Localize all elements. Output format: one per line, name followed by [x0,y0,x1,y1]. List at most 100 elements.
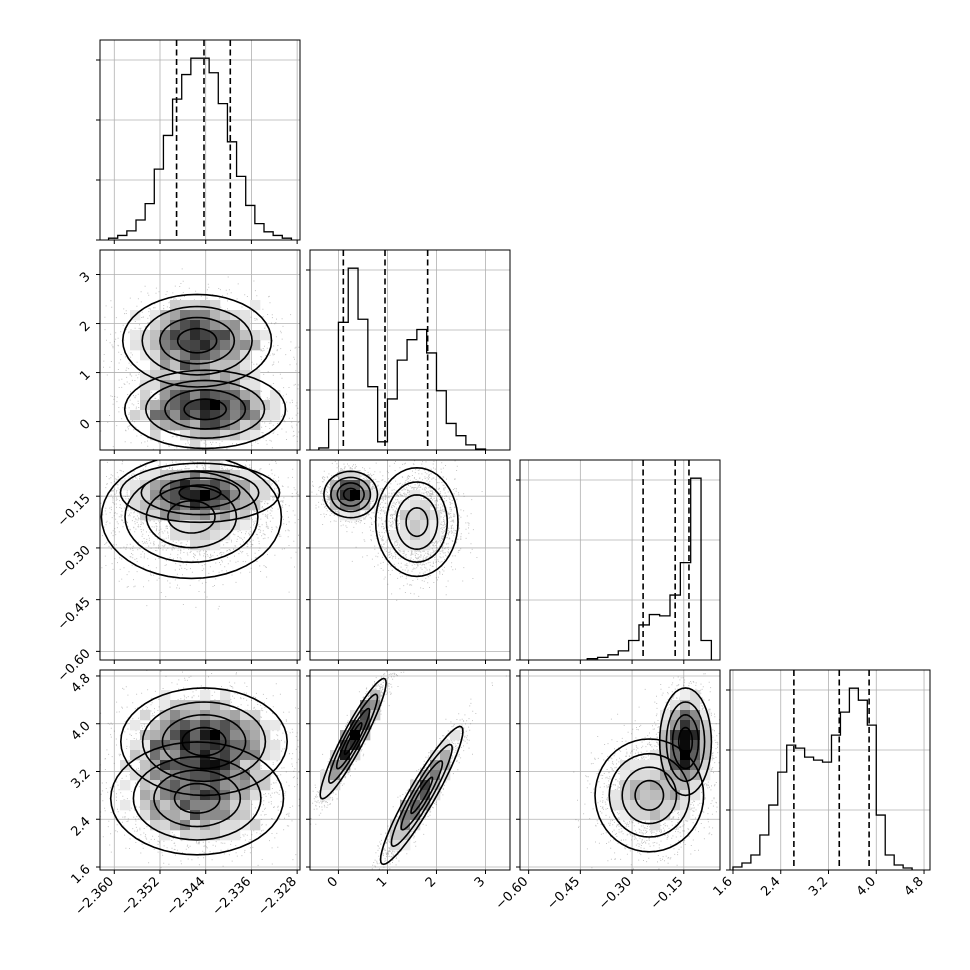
x-tick-label: −2.336 [210,874,255,919]
density-cell [260,750,271,761]
density-cell [230,750,241,761]
density-cell [180,710,191,721]
density-cell [200,800,211,811]
density-cell [400,820,411,831]
density-cell [240,790,251,801]
density-cell [660,780,671,791]
density-cell [430,510,441,521]
contour-level-4 [176,327,218,354]
density-cell [180,380,191,391]
density-cell [120,800,131,811]
density-cell [130,330,141,341]
density-cell [200,820,211,831]
density-cell [240,340,251,351]
x-tick-label: −2.328 [255,874,300,919]
density-cell [220,820,231,831]
density-cell [170,360,181,371]
contour-level-3 [336,482,365,507]
density-cell [670,760,681,771]
density-cell [230,500,241,511]
density-cell [250,300,261,311]
panel-content [100,460,300,660]
histogram-panel-2 [516,459,721,664]
density-cell [690,690,701,701]
density-cell [180,700,191,711]
density-cell [340,480,351,491]
density-cell [190,430,201,441]
density-cell [680,800,691,811]
contour-level-4 [677,726,694,757]
density-cell [250,820,261,831]
scatter-points [100,460,300,610]
density-cell [160,350,171,361]
density-cell [210,410,221,421]
density-cell [250,750,261,761]
density-cell [330,770,341,781]
density-cell [360,710,371,721]
density-cell [680,760,691,771]
density-cell [190,360,201,371]
density-cell [230,800,241,811]
density-cell [670,700,681,711]
density-cell [220,490,231,501]
density-cell [220,430,231,441]
contour-level-3 [159,316,236,365]
density-cell [170,340,181,351]
density-cell [430,790,441,801]
density-cell [690,780,701,791]
contour-level-2 [327,693,379,784]
density-cell [160,690,171,701]
density-cell [330,780,341,791]
density-cell [130,480,141,491]
density-cell [650,760,661,771]
density-cell [210,350,221,361]
density-cell [200,360,211,371]
density-cell [330,490,341,501]
density-cell [220,420,231,431]
density-cell [320,780,331,791]
density-cell [700,760,711,771]
density-cell [190,350,201,361]
density-cell [160,720,171,731]
density-cell [240,310,251,321]
density-cell [180,420,191,431]
density-cell [270,750,281,761]
density-cell [140,810,151,821]
density-cell [660,710,671,721]
density-cell [270,740,281,751]
density-cell [220,750,231,761]
density-cell [160,760,171,771]
contour-level-1 [323,470,379,519]
density-cell [170,370,181,381]
density-cell [190,740,201,751]
density-cell [240,760,251,771]
density-cell [240,810,251,821]
contour-level-4 [405,506,429,538]
density-cell [640,770,651,781]
density-cell [130,490,141,501]
density-cell [330,760,341,771]
x-tick-label: 2.4 [758,874,783,899]
density-cell [190,340,201,351]
density-cell [230,730,241,741]
density-cell [230,830,241,841]
density-cell [240,720,251,731]
density-cell [250,770,261,781]
density-cell [420,510,431,521]
density-cell [210,360,221,371]
density-cell [230,340,241,351]
density-cell [690,790,701,801]
density-cell [260,780,271,791]
density-cell [200,420,211,431]
density-cell [220,710,231,721]
density-cell [180,500,191,511]
y-tick-label: −0.30 [55,543,94,582]
x-tick-label: 0 [325,874,341,890]
density-cell [130,770,141,781]
contour-level-2 [330,476,372,513]
density-cell [160,810,171,821]
panel-frame [309,459,511,661]
density-cell [230,370,241,381]
density-cell [230,320,241,331]
density-cell [620,810,631,821]
